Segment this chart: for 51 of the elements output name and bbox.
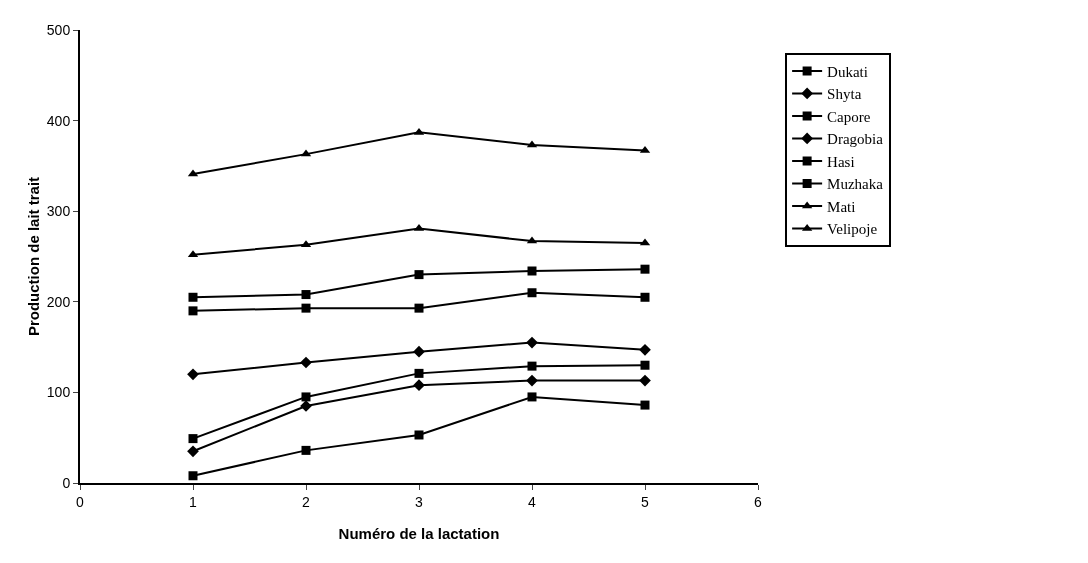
- point: [413, 345, 425, 358]
- point: [640, 264, 650, 274]
- point: [527, 288, 537, 298]
- point: [301, 290, 311, 300]
- legend-label: Capore: [827, 108, 871, 125]
- x-tick-label: 2: [302, 493, 311, 510]
- legend-label: Dukati: [827, 63, 868, 80]
- legend-label: Velipoje: [827, 221, 878, 238]
- point: [187, 368, 199, 381]
- point: [301, 303, 311, 313]
- point: [414, 368, 424, 378]
- x-axis-title: Numéro de la lactation: [338, 525, 500, 542]
- y-tick-label: 300: [46, 203, 71, 220]
- point: [414, 303, 424, 313]
- x-tick-label: 4: [528, 493, 537, 510]
- point: [188, 306, 198, 316]
- y-tick-label: 0: [62, 474, 71, 491]
- x-tick-label: 6: [754, 493, 763, 510]
- point: [188, 471, 198, 481]
- x-tick-label: 5: [641, 493, 650, 510]
- point: [188, 434, 198, 444]
- y-axis-title: Production de lait trait: [25, 176, 42, 337]
- y-tick-label: 400: [46, 112, 71, 129]
- legend-label: Shyta: [827, 86, 862, 103]
- y-tick-label: 200: [46, 293, 71, 310]
- point: [414, 430, 424, 440]
- x-tick-label: 3: [415, 493, 424, 510]
- legend-label: Mati: [827, 198, 856, 215]
- point: [640, 400, 650, 410]
- x-tick-label: 1: [189, 493, 198, 510]
- point: [187, 445, 199, 458]
- point: [527, 361, 537, 371]
- point: [527, 266, 537, 276]
- y-tick-label: 500: [46, 21, 71, 38]
- point: [414, 270, 424, 280]
- legend-label: Muzhaka: [827, 176, 884, 193]
- point: [301, 445, 311, 455]
- x-tick-label: 0: [76, 493, 85, 510]
- point: [300, 356, 312, 369]
- legend-label: Dragobia: [827, 131, 884, 148]
- point: [527, 392, 537, 402]
- point: [188, 292, 198, 302]
- y-tick-label: 100: [46, 384, 71, 401]
- point: [640, 360, 650, 370]
- legend-label: Hasi: [827, 153, 855, 170]
- point: [639, 343, 651, 356]
- point: [639, 374, 651, 387]
- point: [640, 292, 650, 302]
- point: [301, 392, 311, 402]
- point: [526, 374, 538, 387]
- point: [526, 336, 538, 349]
